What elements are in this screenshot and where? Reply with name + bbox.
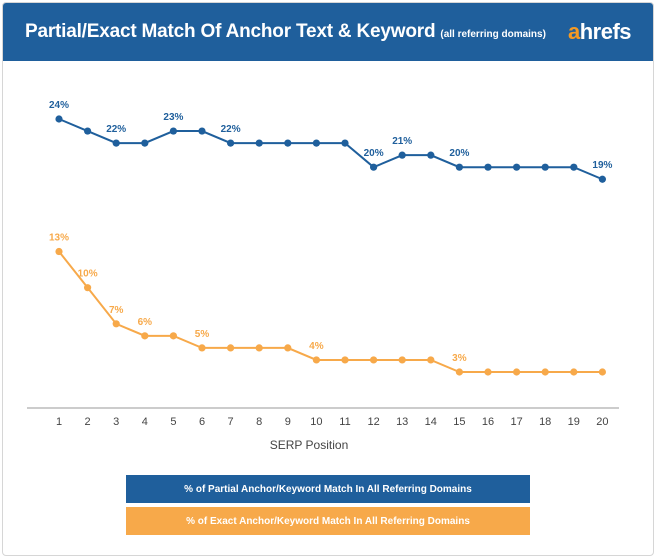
- x-tick-label: 11: [339, 416, 350, 428]
- x-tick-label: 3: [113, 416, 119, 428]
- x-tick-label: 8: [256, 416, 262, 428]
- x-tick-label: 15: [453, 416, 465, 428]
- data-label: 22%: [221, 124, 241, 135]
- data-point: [55, 247, 63, 256]
- data-point: [484, 163, 492, 171]
- data-point: [398, 356, 406, 364]
- data-point: [541, 368, 549, 376]
- chart-header: Partial/Exact Match Of Anchor Text & Key…: [3, 3, 653, 61]
- x-tick-label: 9: [285, 416, 291, 428]
- x-tick-label: 16: [482, 416, 494, 428]
- x-tick-label: 4: [142, 416, 148, 428]
- data-label: 3%: [452, 353, 467, 364]
- data-point: [169, 332, 177, 340]
- data-point: [370, 356, 378, 364]
- data-label: 19%: [592, 160, 612, 171]
- data-label: 20%: [449, 148, 469, 159]
- x-tick-label: 10: [310, 416, 322, 428]
- data-point: [84, 127, 92, 135]
- data-point: [598, 368, 607, 376]
- x-tick-label: 17: [510, 416, 522, 428]
- data-label: 23%: [163, 112, 183, 123]
- data-point: [427, 356, 435, 364]
- chart-legend: % of Partial Anchor/Keyword Match In All…: [3, 475, 653, 535]
- x-tick-label: 2: [85, 416, 91, 428]
- data-label: 24%: [49, 100, 69, 111]
- data-point: [598, 175, 607, 183]
- x-tick-label: 14: [425, 416, 437, 428]
- data-point: [55, 115, 63, 123]
- data-point: [455, 163, 463, 171]
- chart-subtitle: (all referring domains): [440, 29, 546, 40]
- legend-partial: % of Partial Anchor/Keyword Match In All…: [126, 475, 530, 503]
- data-point: [284, 344, 292, 352]
- x-axis-label: SERP Position: [270, 438, 349, 452]
- data-point: [169, 127, 177, 135]
- x-tick-label: 12: [367, 416, 379, 428]
- data-point: [255, 344, 263, 352]
- x-tick-label: 7: [228, 416, 234, 428]
- x-tick-label: 20: [596, 416, 608, 428]
- data-point: [141, 139, 149, 147]
- data-label: 7%: [109, 305, 124, 316]
- data-point: [341, 139, 349, 147]
- data-label: 21%: [392, 136, 412, 147]
- logo-accent: a: [567, 19, 580, 44]
- data-point: [484, 368, 492, 376]
- data-point: [341, 356, 349, 364]
- data-point: [227, 344, 235, 352]
- x-tick-label: 19: [568, 416, 580, 428]
- data-point: [541, 163, 549, 171]
- series-line-2: [58, 250, 603, 373]
- x-tick-label: 5: [170, 416, 176, 428]
- ahrefs-logo: ahrefs: [567, 19, 632, 45]
- data-point: [427, 151, 435, 159]
- data-point: [312, 139, 320, 147]
- x-tick-label: 1: [56, 416, 62, 428]
- data-point: [255, 139, 263, 147]
- data-point: [84, 284, 92, 292]
- data-point: [398, 151, 406, 159]
- title-group: Partial/Exact Match Of Anchor Text & Key…: [25, 21, 546, 43]
- x-tick-label: 6: [199, 416, 205, 428]
- chart-title: Partial/Exact Match Of Anchor Text & Key…: [25, 21, 436, 42]
- data-label: 13%: [49, 233, 69, 244]
- data-point: [198, 344, 206, 352]
- data-point: [513, 368, 521, 376]
- data-point: [141, 332, 149, 340]
- data-point: [370, 163, 378, 171]
- x-tick-label: 18: [539, 416, 551, 428]
- data-point: [227, 139, 235, 147]
- data-point: [455, 368, 463, 376]
- data-point: [284, 139, 292, 147]
- data-label: 6%: [138, 317, 153, 328]
- data-point: [570, 163, 578, 171]
- data-point: [513, 163, 521, 171]
- logo-text: hrefs: [579, 19, 632, 44]
- data-label: 4%: [309, 341, 324, 352]
- data-point: [312, 356, 320, 364]
- data-label: 22%: [106, 124, 126, 135]
- legend-exact: % of Exact Anchor/Keyword Match In All R…: [126, 507, 530, 535]
- data-label: 10%: [78, 269, 98, 280]
- data-point: [112, 139, 120, 147]
- x-tick-label: 13: [396, 416, 408, 428]
- data-point: [198, 127, 206, 135]
- data-point: [570, 368, 578, 376]
- data-label: 5%: [195, 329, 210, 340]
- data-label: 20%: [364, 148, 384, 159]
- series-line-1: [58, 118, 603, 181]
- data-point: [112, 320, 120, 328]
